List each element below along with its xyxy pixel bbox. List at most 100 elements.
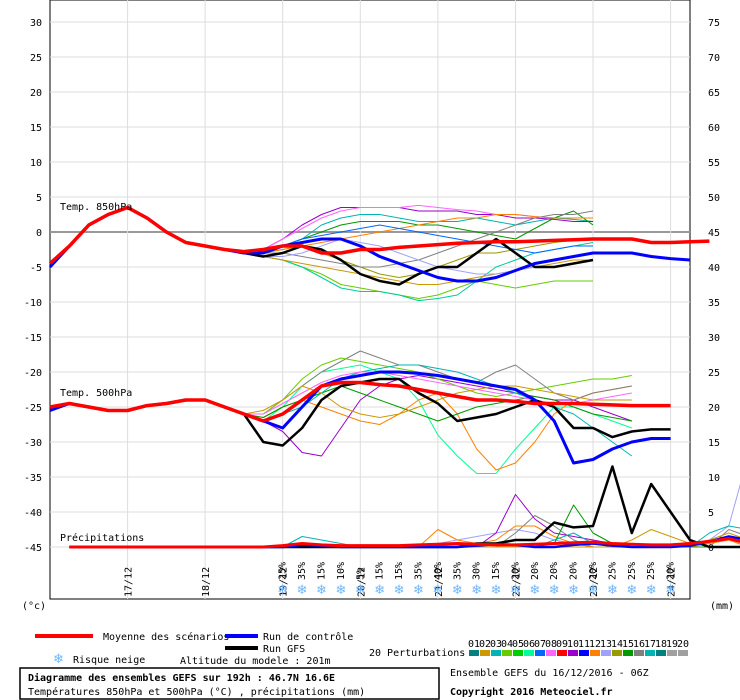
right-tick-label: 5 [708,508,714,519]
snowflake-icon: ❄ [607,583,618,598]
left-tick-label: 30 [30,18,42,29]
snow-risk-label: 25% [278,562,289,580]
perturbation-number: 16 [633,639,645,650]
right-tick-label: 15 [708,438,720,449]
perturbation-number: 06 [523,639,535,650]
perturbation-swatch [513,650,523,656]
right-tick-label: 0 [708,543,714,554]
x-tick-label: 20/12 [356,567,367,597]
perturbation-swatch [634,650,644,656]
perturbation-swatch [645,650,655,656]
perturbation-swatch [601,650,611,656]
legend: Moyenne des scénarios Run de contrôle Ru… [35,631,689,667]
section-label-t850: Temp. 850hPa [60,202,132,213]
snowflake-icon: ❄ [335,583,346,598]
title-line-2: Températures 850hPa et 500hPa (°C) , pré… [28,686,365,698]
snow-risk-label: 15% [394,562,405,580]
snow-risk-label: 15% [375,562,386,580]
perturbation-number: 02 [479,639,491,650]
snow-risk-label: 20% [549,562,560,580]
right-tick-label: 40 [708,263,720,274]
perturbation-swatch [491,650,501,656]
right-tick-label: 10 [708,473,720,484]
grid [49,0,691,600]
right-tick-label: 50 [708,193,720,204]
x-tick-label: 23/12 [589,567,600,597]
perturbation-swatch [623,650,633,656]
perturbation-swatch [678,650,688,656]
t850-mean-line [48,205,710,265]
snowflake-icon: ❄ [432,583,443,598]
perturbation-number: 20 [677,639,689,650]
right-tick-label: 20 [708,403,720,414]
perturbation-number: 13 [600,639,612,650]
right-tick-label: 70 [708,53,720,64]
snow-risk-row: 25% ❄ 35% ❄ 15% ❄ 10% ❄ 5% ❄ 15% ❄ 15% ❄ 35% ❄ 40% ❄ 35% ❄ 3… [277,562,676,598]
left-tick-label: -5 [30,263,42,274]
copyright: Copyright 2016 Meteociel.fr [450,686,613,698]
snow-risk-label: 25% [627,562,638,580]
x-tick-label: 17/12 [124,567,135,597]
plot-frame [49,0,691,600]
perturbation-swatch [656,650,666,656]
left-tick-label: -10 [24,298,42,309]
left-tick-label: -25 [24,403,42,414]
perturbation-swatch [546,650,556,656]
snow-risk-label: 10% [336,562,347,580]
x-tick-label: 21/12 [434,567,445,597]
snow-risk-label: 25% [607,562,618,580]
snowflake-icon: ❄ [529,583,540,598]
left-tick-label: 25 [30,53,42,64]
perturbation-swatch [590,650,600,656]
snowflake-icon: ❄ [374,583,385,598]
perturbation-swatch [667,650,677,656]
snow-risk-label: 20% [510,562,521,580]
right-tick-label: 65 [708,88,720,99]
x-tick-label: 24/12 [667,567,678,597]
perturbation-number: 17 [644,639,656,650]
snowflake-icon: ❄ [588,583,599,598]
snowflake-icon: ❄ [491,583,502,598]
left-tick-label: 5 [36,193,42,204]
left-tick-label: -30 [24,438,42,449]
perturbation-swatch [568,650,578,656]
perturbation-swatch [612,650,622,656]
right-tick-label: 75 [708,18,720,29]
snow-risk-label: 35% [297,562,308,580]
right-tick-label: 45 [708,228,720,239]
right-axis-unit: (mm) [710,601,734,612]
snowflake-icon: ❄ [471,583,482,598]
snow-risk-label: 5% [355,568,366,580]
legend-snow-label: Risque neige [73,655,145,666]
altitude-label: Altitude du modele : 201m [180,656,331,667]
section-label-precip: Précipitations [60,532,144,544]
left-tick-label: -35 [24,473,42,484]
snow-risk-label: 35% [452,562,463,580]
left-tick-label: 20 [30,88,42,99]
right-tick-label: 55 [708,158,720,169]
snowflake-icon: ❄ [53,652,64,667]
left-tick-label: -15 [24,333,42,344]
snow-risk-label: 15% [491,562,502,580]
legend-gfs-label: Run GFS [263,644,305,655]
snowflake-icon: ❄ [277,583,288,598]
x-tick-label: 22/12 [511,567,522,597]
snow-risk-label: 20% [666,562,677,580]
snow-risk-label: 40% [433,562,444,580]
perturbation-number: 19 [666,639,678,650]
precip-mean-line [69,537,740,549]
left-tick-label: -40 [24,508,42,519]
left-tick-label: -20 [24,368,42,379]
perturbation-number: 12 [589,639,601,650]
snow-risk-label: 15% [317,562,328,580]
left-axis-ticks: 30 25 20 15 10 5 0 -5 -10 -15 -20 -25 -30 -35 -40 -45 [24,18,42,554]
perturbation-number: 04 [501,639,513,650]
snow-risk-label: 20% [569,562,580,580]
x-tick-label: 18/12 [201,567,212,597]
perturbation-swatch [524,650,534,656]
snowflake-icon: ❄ [355,583,366,598]
snowflake-icon: ❄ [646,583,657,598]
x-axis-ticks: 17/12 18/12 19/12 20/12 21/12 22/12 23/12 24/12 [124,567,678,597]
